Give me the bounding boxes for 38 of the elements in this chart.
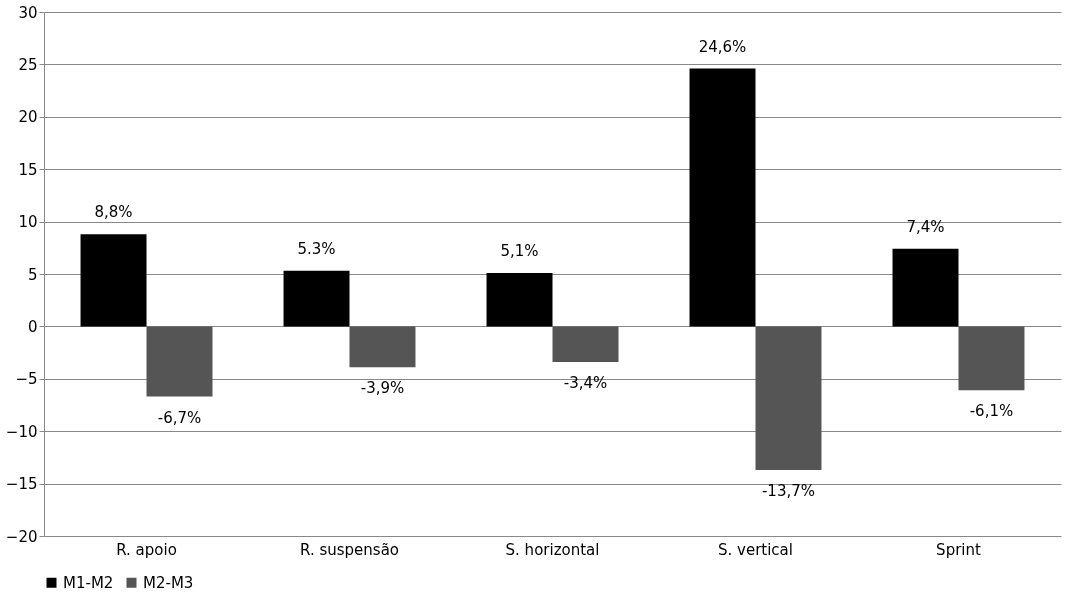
- bar: [349, 326, 416, 368]
- x-tick-label: S. vertical: [717, 540, 793, 559]
- y-tick-label: 10: [18, 213, 38, 232]
- bar: [146, 326, 213, 397]
- data-label: -13,7%: [761, 481, 816, 500]
- y-tick-label: −15: [5, 475, 38, 494]
- bar: [80, 234, 147, 327]
- bar: [892, 248, 959, 327]
- y-tick-label: 15: [18, 160, 38, 179]
- bar: [486, 272, 553, 327]
- y-tick-label: 30: [18, 3, 38, 22]
- bar: [283, 270, 350, 327]
- y-tick-label: 25: [18, 55, 38, 74]
- bar: [958, 326, 1025, 391]
- y-tick-label: 5: [27, 265, 38, 284]
- data-label: 5.3%: [297, 239, 336, 258]
- data-label: 8,8%: [94, 203, 133, 222]
- data-label: 7,4%: [906, 217, 945, 236]
- data-label: 5,1%: [500, 241, 539, 260]
- bar: [552, 326, 619, 363]
- legend-label: M2-M3: [143, 573, 194, 592]
- x-tick-label: Sprint: [936, 540, 981, 559]
- y-tick-label: −10: [5, 422, 38, 441]
- legend-label: M1-M2: [63, 573, 114, 592]
- x-tick-label: R. apoio: [116, 540, 177, 559]
- y-tick-label: 20: [18, 108, 38, 127]
- x-tick-label: R. suspensão: [300, 540, 400, 559]
- bar: [755, 326, 822, 470]
- x-tick-label: S. horizontal: [505, 540, 600, 559]
- y-tick-label: −5: [15, 370, 38, 389]
- y-tick-label: −20: [5, 527, 38, 546]
- data-label: -3,4%: [563, 374, 608, 393]
- y-tick-label: 0: [27, 317, 38, 336]
- bar: [689, 68, 756, 327]
- data-label: -6,1%: [969, 402, 1014, 421]
- data-label: -3,9%: [360, 379, 405, 398]
- data-label: -6,7%: [157, 408, 202, 427]
- data-label: 24,6%: [698, 37, 747, 56]
